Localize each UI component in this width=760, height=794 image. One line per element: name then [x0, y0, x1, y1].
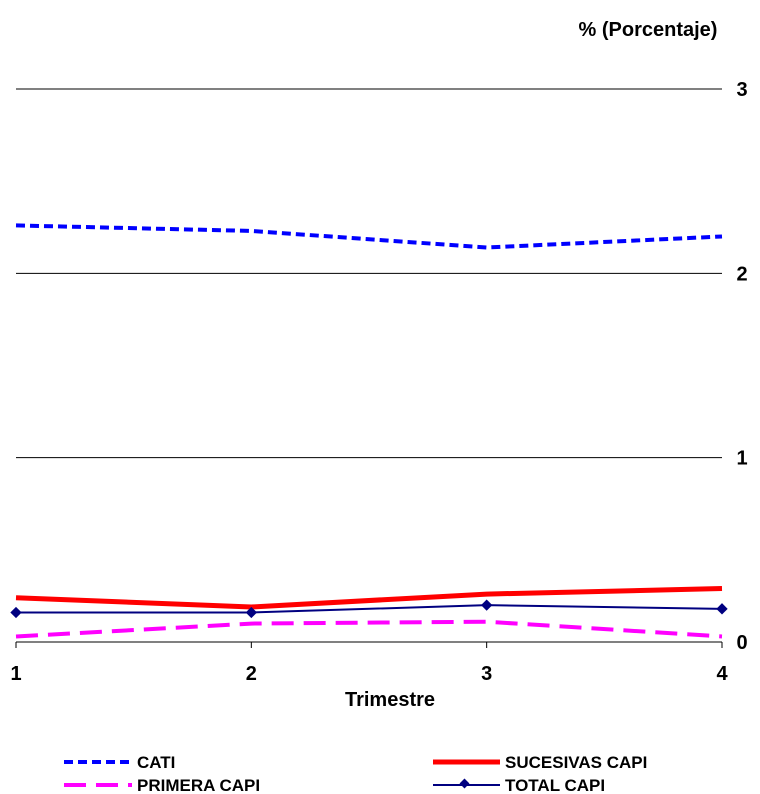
x-tick-label-1: 1: [10, 663, 21, 685]
tick-labels: 0 1 2 3 1 2 3 4: [10, 79, 747, 685]
x-tick-label-3: 3: [481, 663, 492, 685]
series-line-sucesivas-capi: [15, 586, 723, 610]
legend-label-sucesivas-capi: SUCESIVAS CAPI: [505, 753, 647, 772]
legend-item-primera-capi: PRIMERA CAPI: [64, 776, 260, 794]
y-tick-label-1: 1: [736, 448, 747, 470]
legend-marker-total-capi: [459, 778, 470, 789]
data-point-total-capi-3: [481, 599, 493, 611]
legend: CATI PRIMERA CAPI SUCESIVAS CAPI TOTAL C…: [64, 753, 647, 794]
series-line-cati: [15, 223, 723, 250]
legend-label-cati: CATI: [137, 753, 175, 772]
data-point-total-capi-2: [245, 606, 257, 619]
legend-item-total-capi: TOTAL CAPI: [433, 776, 605, 794]
y-tick-label-3: 3: [736, 79, 747, 101]
y-axis-title: % (Porcentaje): [579, 19, 718, 41]
legend-item-cati: CATI: [64, 753, 175, 772]
series-layer: [10, 223, 728, 639]
x-axis-title: Trimestre: [345, 689, 435, 711]
gridlines: [15, 88, 723, 648]
series-line-primera-capi: [15, 619, 723, 639]
legend-label-total-capi: TOTAL CAPI: [505, 776, 605, 794]
series-line-total-capi: [16, 604, 723, 614]
y-tick-label-0: 0: [736, 632, 747, 654]
data-point-total-capi-4: [716, 603, 728, 615]
data-point-total-capi-1: [10, 606, 22, 619]
x-tick-label-2: 2: [246, 663, 257, 685]
legend-item-sucesivas-capi: SUCESIVAS CAPI: [433, 753, 647, 772]
y-tick-label-2: 2: [736, 263, 747, 285]
legend-label-primera-capi: PRIMERA CAPI: [137, 776, 260, 794]
x-tick-label-4: 4: [716, 663, 728, 685]
